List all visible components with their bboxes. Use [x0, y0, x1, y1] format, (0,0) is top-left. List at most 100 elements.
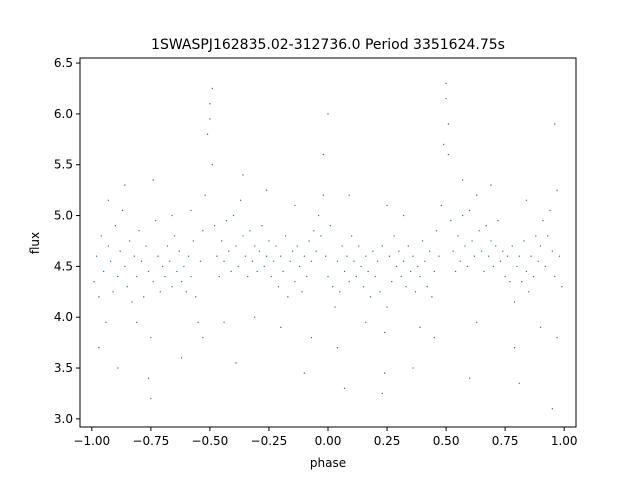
data-point [322, 153, 324, 156]
data-point [176, 270, 178, 273]
data-point [195, 296, 197, 298]
x-axis-label: phase [310, 456, 346, 470]
data-point [247, 275, 249, 278]
data-point [190, 209, 192, 212]
data-point [393, 235, 395, 237]
data-point [202, 230, 204, 232]
data-point [417, 265, 419, 268]
data-point [433, 336, 435, 339]
data-point [223, 260, 225, 263]
data-point [537, 260, 539, 263]
data-point [483, 270, 485, 273]
data-point [251, 260, 254, 263]
data-point [147, 270, 150, 273]
data-point [159, 291, 161, 293]
data-point [358, 245, 360, 247]
data-point [183, 265, 185, 268]
data-point [171, 286, 173, 288]
data-point [329, 225, 332, 227]
data-point [102, 270, 105, 273]
data-point [114, 225, 117, 227]
data-point [350, 235, 353, 237]
data-point [154, 219, 157, 222]
data-point [369, 296, 372, 298]
data-point [499, 260, 502, 263]
data-point [509, 280, 511, 283]
y-tick-label: 5.0 [54, 209, 73, 223]
data-point [206, 133, 209, 135]
data-point [343, 270, 346, 273]
data-point [365, 321, 367, 323]
data-point [487, 255, 490, 257]
data-point [386, 306, 388, 308]
data-point [402, 260, 405, 263]
data-point [518, 255, 521, 257]
data-point [131, 301, 133, 303]
data-point [291, 250, 294, 252]
data-point [152, 179, 154, 181]
data-point [440, 204, 443, 207]
data-point [235, 245, 237, 247]
data-point [447, 153, 450, 156]
data-point [428, 250, 431, 252]
x-tick-label: 0.75 [492, 434, 519, 448]
data-point [303, 372, 306, 374]
data-point [178, 250, 180, 252]
data-point [242, 174, 244, 176]
data-point [492, 265, 495, 268]
data-point [556, 336, 558, 339]
data-point [450, 219, 452, 222]
data-point [502, 250, 504, 252]
y-tick-label: 6.0 [54, 107, 73, 121]
data-point [334, 306, 336, 308]
data-point [145, 245, 147, 247]
data-point [520, 280, 523, 283]
data-point [121, 209, 124, 212]
x-tick-label: 1.00 [551, 434, 578, 448]
x-tick-label: −0.50 [192, 434, 229, 448]
data-point [157, 255, 159, 257]
data-point [532, 275, 535, 278]
data-point [365, 255, 367, 257]
data-point [459, 260, 461, 263]
data-point [445, 82, 447, 85]
data-point [445, 97, 447, 100]
data-point [476, 194, 478, 196]
data-point [395, 265, 398, 268]
data-point [506, 255, 509, 257]
data-point [124, 265, 126, 268]
data-point [124, 184, 126, 186]
data-point [443, 143, 445, 146]
data-point [405, 286, 407, 288]
data-point [367, 270, 369, 273]
data-point [161, 265, 164, 268]
data-point [143, 296, 145, 298]
data-point [263, 265, 265, 268]
data-point [336, 347, 339, 349]
y-tick-label: 3.0 [54, 412, 73, 426]
data-point [383, 372, 386, 374]
data-point [230, 270, 232, 273]
data-point [546, 235, 549, 237]
data-point [348, 280, 350, 283]
data-point [464, 245, 466, 247]
data-point [461, 179, 464, 181]
data-point [218, 275, 221, 278]
data-point [192, 240, 195, 242]
data-point [336, 260, 339, 263]
data-point [119, 250, 121, 252]
data-point [315, 250, 317, 252]
data-point [320, 235, 322, 237]
data-point [258, 250, 261, 252]
data-point [126, 286, 128, 288]
data-point [294, 280, 296, 283]
data-point [381, 245, 384, 247]
data-point [525, 199, 528, 202]
x-tick-label: 0.25 [374, 434, 401, 448]
data-point [469, 377, 471, 379]
data-point [237, 265, 239, 268]
data-point [419, 275, 421, 278]
y-tick-label: 6.5 [54, 56, 73, 70]
data-point [317, 214, 320, 217]
data-point [412, 255, 414, 257]
